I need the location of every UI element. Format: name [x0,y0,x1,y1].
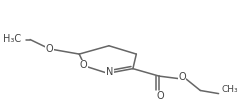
Text: O: O [80,60,88,70]
Text: O: O [46,44,53,54]
Text: O: O [156,91,164,101]
Text: N: N [106,67,113,77]
Text: CH₃: CH₃ [221,85,238,94]
Text: O: O [178,72,186,82]
Text: H₃C: H₃C [3,34,21,44]
